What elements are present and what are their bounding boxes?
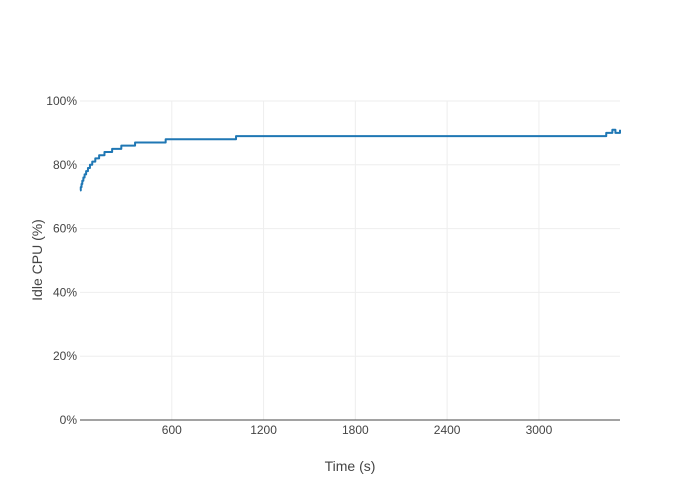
y-gridlines <box>80 100 620 357</box>
x-tick-label: 1200 <box>250 423 277 437</box>
series-group <box>79 128 621 192</box>
x-tick-labels: 600 1200 1800 2400 3000 <box>162 423 553 437</box>
x-tick-label: 2400 <box>434 423 461 437</box>
x-tick-label: 600 <box>162 423 182 437</box>
x-tick-label: 3000 <box>526 423 553 437</box>
y-tick-label: 20% <box>53 349 77 363</box>
x-gridlines <box>171 101 540 420</box>
y-tick-label: 100% <box>46 94 77 108</box>
y-tick-label: 0% <box>60 413 78 427</box>
y-axis-title: Idle CPU (%) <box>29 219 45 301</box>
y-tick-labels: 0% 20% 40% 60% 80% 100% <box>46 94 77 427</box>
x-axis-title: Time (s) <box>325 458 376 474</box>
y-tick-label: 80% <box>53 158 77 172</box>
x-tick-label: 1800 <box>342 423 369 437</box>
y-tick-label: 60% <box>53 222 77 236</box>
y-tick-label: 40% <box>53 285 77 299</box>
idle-cpu-series-line <box>79 128 621 192</box>
